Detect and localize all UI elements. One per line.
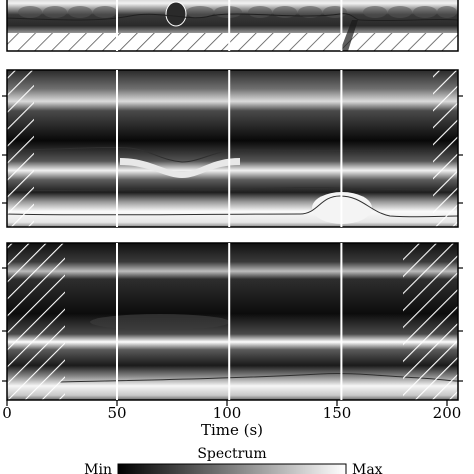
panel-3-background	[7, 243, 458, 400]
x-axis: 0 50 100 150 200	[2, 400, 461, 422]
panel-2-dip	[120, 158, 240, 178]
panel-2-coi-right	[433, 70, 458, 227]
panel-2-coi-left	[7, 70, 34, 227]
colorbar-title: Spectrum	[197, 446, 266, 462]
colorbar-max-label: Max	[352, 462, 383, 474]
panel-3-highlight	[90, 314, 230, 330]
panel-3-frame	[6, 242, 459, 401]
panel-2-frame	[6, 69, 459, 228]
x-tick-label-50: 50	[107, 404, 126, 422]
panel-1	[6, 0, 459, 52]
panel-1-diagonal-streak	[340, 20, 358, 51]
x-axis-title: Time (s)	[201, 421, 263, 439]
panel-1-frame	[6, 0, 459, 52]
panel-1-blob	[165, 1, 187, 27]
panel-3-coi-left	[7, 243, 65, 400]
panel-3-coi-right	[403, 243, 458, 400]
panel-2	[6, 69, 459, 228]
event-markers	[116, 0, 343, 400]
x-tick-label-150: 150	[323, 404, 352, 422]
panel-3	[6, 242, 459, 401]
panel-1-contour	[7, 13, 458, 22]
panel-2-contour-mid	[7, 186, 458, 192]
panel-1-hatched-band	[7, 33, 458, 51]
colorbar-min-label: Min	[84, 462, 112, 474]
x-tick-label-0: 0	[2, 404, 12, 422]
colorbar-gradient	[117, 463, 347, 474]
colorbar: Spectrum Min Max	[84, 446, 383, 474]
x-tick-label-100: 100	[213, 404, 242, 422]
x-tick-label-200: 200	[433, 404, 462, 422]
y-axis-ticks	[2, 95, 463, 382]
